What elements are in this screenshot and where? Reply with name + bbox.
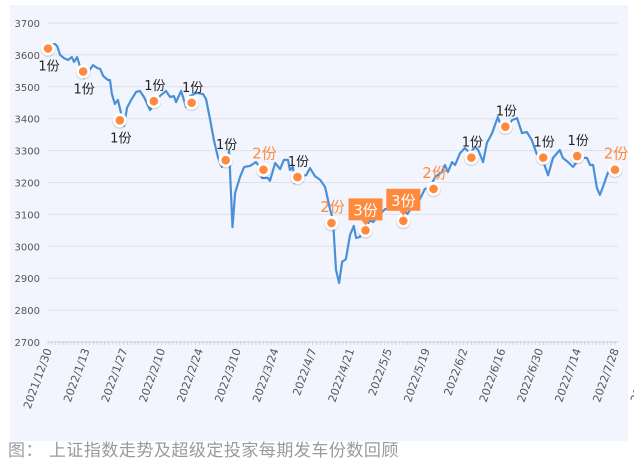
marker-dot (293, 172, 302, 182)
badge-pointer (361, 220, 370, 226)
gridlines (48, 22, 618, 311)
marker-dot (327, 218, 336, 228)
share-label: 1份 (110, 131, 131, 146)
marker-dot (187, 98, 196, 108)
y-tick-label: 3100 (15, 210, 40, 221)
share-label: 1份 (182, 81, 203, 96)
marker-dot (610, 165, 620, 175)
marker-dot (259, 165, 268, 175)
share-label: 2份 (422, 164, 447, 182)
marker-dot (78, 67, 88, 76)
share-label: 1份 (216, 138, 237, 153)
annotation-marker: 3份 (348, 198, 383, 239)
annotation-marker: 1份 (534, 136, 555, 167)
annotation-marker: 2份 (604, 145, 629, 179)
marker-dot (467, 153, 476, 162)
y-axis-ticks: 2700 2800 2900 3000 3100 3200 3300 3400 3500 3600… (15, 19, 40, 349)
marker-dot (149, 96, 159, 106)
marker-dot (361, 226, 370, 235)
plot-background (10, 5, 628, 441)
annotation-marker: 1份 (216, 138, 237, 169)
annotation-marker: 1份 (462, 136, 483, 167)
share-label: 2份 (252, 145, 277, 163)
marker-dot (572, 151, 582, 161)
annotation-marker: 1份 (568, 134, 589, 165)
share-label: 1份 (38, 60, 59, 75)
share-label: 2份 (320, 198, 345, 216)
y-tick-label: 3300 (15, 147, 40, 158)
share-label: 2份 (604, 145, 629, 163)
y-tick-label: 3200 (15, 179, 40, 190)
annotation-marker: 3份 (386, 188, 421, 230)
annotation-marker: 1份 (110, 113, 131, 146)
annotation-marker: 1份 (182, 81, 203, 112)
annotation-marker: 2份 (422, 164, 447, 198)
y-tick-label: 3000 (15, 242, 40, 253)
share-label: 1份 (534, 136, 555, 151)
annotation-marker: 1份 (38, 41, 60, 75)
annotation-marker: 1份 (74, 64, 95, 97)
share-label: 3份 (353, 201, 378, 219)
annotation-marker: 1份 (144, 79, 165, 110)
share-label: 1份 (568, 134, 589, 149)
marker-dot (115, 115, 125, 125)
marker-dot (538, 153, 548, 162)
y-tick-label: 2700 (15, 338, 40, 349)
annotation-marker: 1份 (288, 155, 309, 186)
y-tick-label: 3700 (15, 19, 40, 30)
marker-dot (399, 216, 408, 226)
y-tick-label: 3600 (15, 51, 40, 62)
y-tick-label: 2900 (15, 274, 40, 285)
marker-dot (501, 122, 510, 131)
share-label: 1份 (462, 136, 483, 151)
x-tick-label: 2022/8/11 (628, 347, 634, 404)
marker-dot (429, 184, 438, 194)
share-label: 3份 (391, 192, 416, 210)
markers: 1份 1份 1份 1份 1份 1份 2份 1份 2份 3份 3份 2份 1份 1份 1份 1份 2份 (38, 41, 629, 239)
marker-dot (221, 155, 230, 165)
marker-dot (43, 44, 53, 53)
share-label: 1份 (496, 105, 517, 120)
annotation-marker: 2份 (252, 145, 277, 179)
badge-pointer (399, 210, 408, 216)
y-tick-label: 3500 (15, 83, 40, 94)
share-badge (348, 198, 383, 221)
figure-caption: 图： 上证指数走势及超级定投家每期发车份数回顾 (8, 441, 399, 461)
y-tick-label: 2800 (15, 306, 40, 317)
annotation-marker: 1份 (496, 105, 517, 136)
annotation-marker: 2份 (320, 198, 345, 232)
share-label: 1份 (288, 155, 309, 170)
share-label: 1份 (74, 82, 95, 97)
share-badge (386, 188, 421, 211)
y-tick-label: 3400 (15, 115, 40, 126)
share-label: 1份 (144, 79, 165, 94)
